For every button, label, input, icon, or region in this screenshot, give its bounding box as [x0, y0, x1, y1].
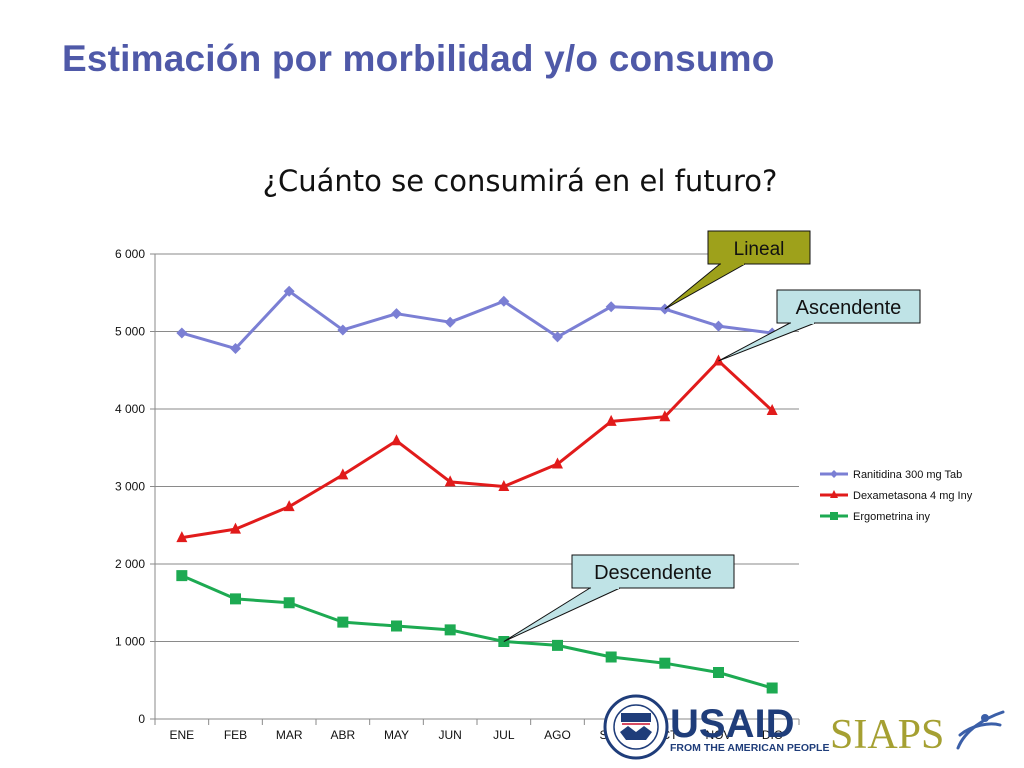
x-tick-label: SET: [599, 728, 623, 742]
data-point-triangle: [830, 490, 838, 498]
y-tick-label: 2 000: [115, 557, 145, 571]
data-point-triangle: [176, 531, 188, 543]
chart-legend: Ranitidina 300 mg Tab Dexametasona 4 mg I…: [820, 469, 973, 523]
legend-label: Ergometrina iny: [853, 511, 931, 523]
data-point-triangle: [605, 414, 617, 426]
data-point-diamond: [830, 470, 838, 478]
data-point-square: [337, 616, 349, 628]
legend-entry: Ergometrina iny: [820, 511, 931, 523]
x-tick-labels: ENE FEB MAR ABR MAY JUN JUL AGO SET OCT NOV DIC: [169, 728, 782, 742]
slide-subtitle: ¿Cuánto se consumirá en el futuro?: [262, 164, 778, 198]
data-point-triangle: [337, 468, 349, 480]
y-tick-labels: 0 1 000 2 000 3 000 4 000 5 000 6 000: [115, 247, 145, 726]
series-3: [176, 570, 778, 694]
x-tick-label: DIC: [762, 728, 783, 742]
x-tick-label: NOV: [705, 728, 731, 742]
y-tick-label: 1 000: [115, 635, 145, 649]
x-tick-label: JUL: [493, 728, 515, 742]
chart-annotations: Lineal Ascendente Descendente: [503, 230, 921, 642]
data-point-triangle: [552, 457, 563, 469]
x-tick-label: JUN: [438, 728, 461, 742]
x-tick-label: ENE: [169, 728, 194, 742]
legend-entry: Ranitidina 300 mg Tab: [820, 469, 962, 481]
y-tick-label: 4 000: [115, 402, 145, 416]
x-tick-label: MAY: [384, 728, 409, 742]
y-tick-label: 6 000: [115, 247, 145, 261]
data-point-diamond: [230, 343, 241, 355]
slide-title: Estimación por morbilidad y/o consumo: [62, 38, 775, 79]
data-point-diamond: [713, 320, 724, 332]
data-point-triangle: [766, 404, 778, 416]
callout-lineal: Lineal: [664, 230, 811, 310]
callout-label: Descendente: [594, 562, 712, 584]
data-point-diamond: [391, 308, 402, 320]
chart-series: [176, 285, 778, 694]
data-point-square: [283, 597, 295, 609]
data-point-triangle: [391, 434, 402, 446]
callout-label: Lineal: [734, 239, 785, 260]
chart-axes: [150, 253, 800, 725]
y-tick-label: 0: [138, 712, 145, 726]
data-point-triangle: [283, 500, 295, 512]
callout-box: [776, 289, 921, 324]
legend-label: Ranitidina 300 mg Tab: [853, 469, 962, 481]
data-point-diamond: [552, 331, 563, 343]
data-point-square: [605, 651, 617, 663]
x-tick-label: MAR: [276, 728, 303, 742]
legend-label: Dexametasona 4 mg Iny: [853, 490, 973, 502]
callout-pointer: [664, 263, 747, 310]
data-point-triangle: [230, 522, 241, 534]
data-point-square: [552, 639, 563, 651]
series-line: [181, 289, 773, 351]
data-point-square: [766, 682, 778, 694]
legend-entry: Dexametasona 4 mg Iny: [820, 490, 973, 502]
x-tick-label: AGO: [544, 728, 571, 742]
x-tick-label: FEB: [224, 728, 247, 742]
data-point-diamond: [605, 301, 617, 313]
x-tick-label: ABR: [330, 728, 355, 742]
callout-box: [707, 230, 811, 265]
data-point-square: [230, 593, 241, 605]
series-line: [181, 574, 773, 690]
data-point-square: [659, 657, 671, 669]
data-point-diamond: [176, 327, 188, 339]
data-point-square: [713, 667, 724, 678]
data-point-square: [176, 570, 188, 582]
data-point-square: [391, 620, 402, 632]
data-point-triangle: [659, 410, 671, 422]
data-point-diamond: [444, 316, 456, 328]
series-1: [176, 285, 778, 355]
callout-ascendente: Ascendente: [718, 289, 921, 362]
callout-descendente: Descendente: [503, 554, 735, 642]
data-point-triangle: [498, 480, 510, 491]
callout-box: [571, 554, 735, 589]
x-tick-label: OCT: [652, 728, 678, 742]
y-tick-label: 3 000: [115, 480, 145, 494]
data-point-square: [830, 512, 838, 520]
callout-label: Ascendente: [796, 297, 902, 319]
series-line: [181, 359, 774, 540]
callout-pointer: [503, 587, 621, 642]
data-point-triangle: [713, 354, 724, 366]
series-2: [176, 354, 778, 543]
data-point-triangle: [444, 475, 456, 487]
data-point-diamond: [498, 295, 510, 307]
data-point-square: [444, 624, 456, 636]
data-point-diamond: [283, 285, 295, 297]
y-tick-label: 5 000: [115, 325, 145, 339]
chart-gridlines: [155, 253, 799, 642]
data-point-diamond: [337, 324, 349, 336]
